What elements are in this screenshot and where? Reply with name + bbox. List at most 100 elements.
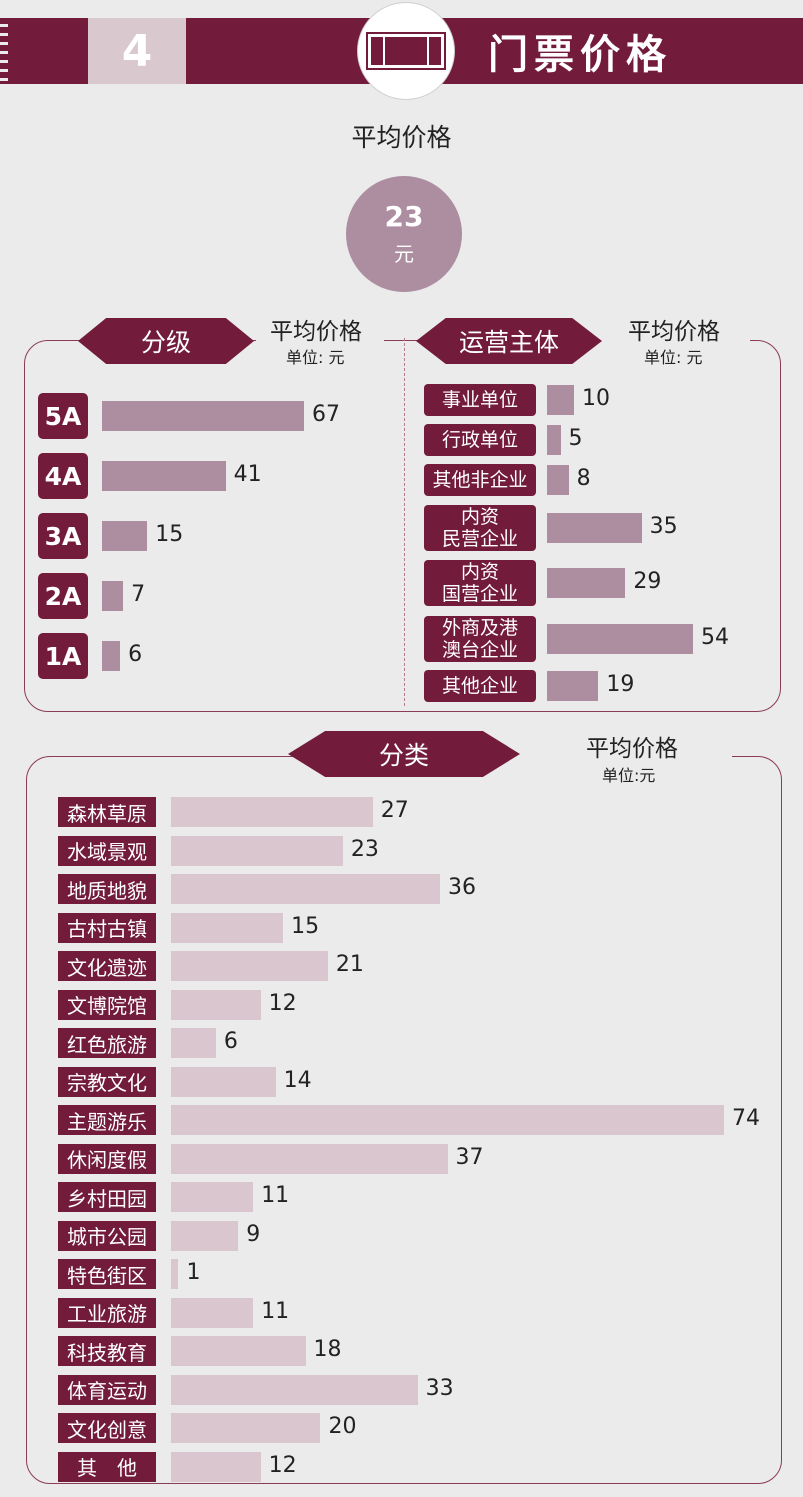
grade-bar bbox=[102, 401, 304, 431]
grade-value: 15 bbox=[155, 522, 184, 547]
category-label: 文博院馆 bbox=[58, 989, 156, 1020]
grade-bar bbox=[102, 521, 148, 551]
panel-gap bbox=[600, 334, 750, 346]
category-bar bbox=[171, 1374, 418, 1405]
category-value: 1 bbox=[186, 1260, 201, 1285]
category-section-title: 分类 bbox=[288, 731, 520, 777]
category-bar bbox=[171, 1451, 261, 1482]
category-bar bbox=[171, 1028, 216, 1058]
category-value: 12 bbox=[268, 1452, 297, 1478]
grade-value: 7 bbox=[131, 582, 146, 607]
category-value: 12 bbox=[268, 990, 297, 1016]
page-title: 门票价格 bbox=[488, 32, 672, 78]
operator-label: 内资 民营企业 bbox=[424, 505, 536, 551]
category-label: 地质地貌 bbox=[58, 874, 156, 904]
operator-bar bbox=[547, 624, 693, 654]
grade-operator-panel bbox=[24, 340, 781, 712]
category-value: 20 bbox=[328, 1414, 357, 1439]
category-bar bbox=[171, 1297, 254, 1328]
grade-label: 2A bbox=[38, 573, 88, 619]
category-bar bbox=[171, 1220, 239, 1251]
category-bar bbox=[171, 951, 328, 981]
operator-value: 35 bbox=[649, 514, 678, 539]
operator-value: 29 bbox=[633, 569, 662, 594]
category-label: 文化创意 bbox=[58, 1413, 156, 1443]
operator-value: 8 bbox=[576, 466, 591, 491]
category-label: 森林草原 bbox=[58, 797, 156, 827]
grade-unit-label: 单位: 元 bbox=[286, 348, 345, 367]
category-value: 33 bbox=[425, 1375, 454, 1401]
operator-section-title: 运营主体 bbox=[416, 318, 602, 364]
category-label: 城市公园 bbox=[58, 1220, 156, 1251]
category-value: 14 bbox=[283, 1067, 312, 1093]
grade-value: 6 bbox=[128, 642, 143, 667]
header-dash-edge bbox=[0, 18, 8, 84]
category-bar bbox=[171, 1182, 254, 1212]
operator-bar bbox=[547, 671, 599, 701]
operator-value: 19 bbox=[606, 672, 635, 697]
category-label: 文化遗迹 bbox=[58, 951, 156, 981]
operator-label: 事业单位 bbox=[424, 384, 536, 416]
category-bar bbox=[171, 874, 441, 904]
category-subtitle: 平均价格 bbox=[586, 736, 678, 762]
category-label: 特色街区 bbox=[58, 1259, 156, 1289]
grade-label: 5A bbox=[38, 393, 88, 439]
category-label: 其 他 bbox=[58, 1451, 156, 1482]
category-bar bbox=[171, 912, 284, 943]
category-label: 乡村田园 bbox=[58, 1182, 156, 1212]
operator-bar bbox=[547, 513, 642, 543]
overall-average-value: 23 bbox=[384, 200, 424, 233]
operator-bar bbox=[547, 568, 626, 598]
grade-value: 67 bbox=[312, 402, 340, 427]
category-label: 工业旅游 bbox=[58, 1297, 156, 1328]
grade-section-title: 分级 bbox=[78, 318, 254, 364]
overall-average-circle: 23 元 bbox=[346, 176, 462, 292]
operator-label: 其他非企业 bbox=[424, 464, 536, 496]
category-bar bbox=[171, 1066, 276, 1097]
category-value: 15 bbox=[291, 913, 320, 939]
category-label: 科技教育 bbox=[58, 1336, 156, 1366]
category-value: 23 bbox=[350, 836, 379, 862]
category-unit-label: 单位:元 bbox=[602, 766, 656, 785]
operator-bar bbox=[547, 425, 561, 455]
operator-label: 其他企业 bbox=[424, 670, 536, 702]
grade-label: 1A bbox=[38, 633, 88, 679]
category-label: 主题游乐 bbox=[58, 1105, 156, 1135]
category-value: 36 bbox=[448, 875, 477, 900]
category-value: 21 bbox=[335, 952, 364, 977]
grade-bar bbox=[102, 461, 226, 491]
category-value: 18 bbox=[313, 1337, 342, 1362]
operator-label: 外商及港 澳台企业 bbox=[424, 616, 536, 662]
category-bar bbox=[171, 1336, 306, 1366]
operator-bar bbox=[547, 465, 569, 495]
category-label: 休闲度假 bbox=[58, 1143, 156, 1174]
grade-subtitle: 平均价格 bbox=[270, 319, 362, 345]
grade-label: 4A bbox=[38, 453, 88, 499]
operator-value: 54 bbox=[701, 625, 729, 650]
operator-value: 10 bbox=[582, 386, 611, 411]
category-label: 体育运动 bbox=[58, 1374, 156, 1405]
grade-bar bbox=[102, 641, 121, 671]
overall-label: 平均价格 bbox=[351, 123, 452, 152]
operator-subtitle: 平均价格 bbox=[628, 319, 720, 345]
operator-unit-label: 单位: 元 bbox=[644, 348, 703, 367]
category-bar bbox=[171, 989, 261, 1020]
category-value: 37 bbox=[455, 1144, 484, 1170]
grade-bar bbox=[102, 581, 124, 611]
overall-average-unit: 元 bbox=[394, 242, 414, 266]
category-bar bbox=[171, 1143, 448, 1174]
category-value: 74 bbox=[732, 1106, 760, 1131]
category-label: 宗教文化 bbox=[58, 1066, 156, 1097]
category-value: 9 bbox=[246, 1221, 261, 1247]
category-bar bbox=[171, 1413, 321, 1443]
operator-bar bbox=[547, 385, 575, 415]
category-bar bbox=[171, 1105, 724, 1135]
operator-value: 5 bbox=[568, 426, 583, 451]
section-number: 4 bbox=[88, 18, 186, 84]
category-label: 古村古镇 bbox=[58, 912, 156, 943]
panel-gap bbox=[514, 750, 732, 762]
panel-gap bbox=[256, 334, 384, 346]
category-value: 11 bbox=[261, 1183, 290, 1208]
category-value: 11 bbox=[261, 1298, 290, 1324]
category-bar bbox=[171, 1259, 179, 1289]
